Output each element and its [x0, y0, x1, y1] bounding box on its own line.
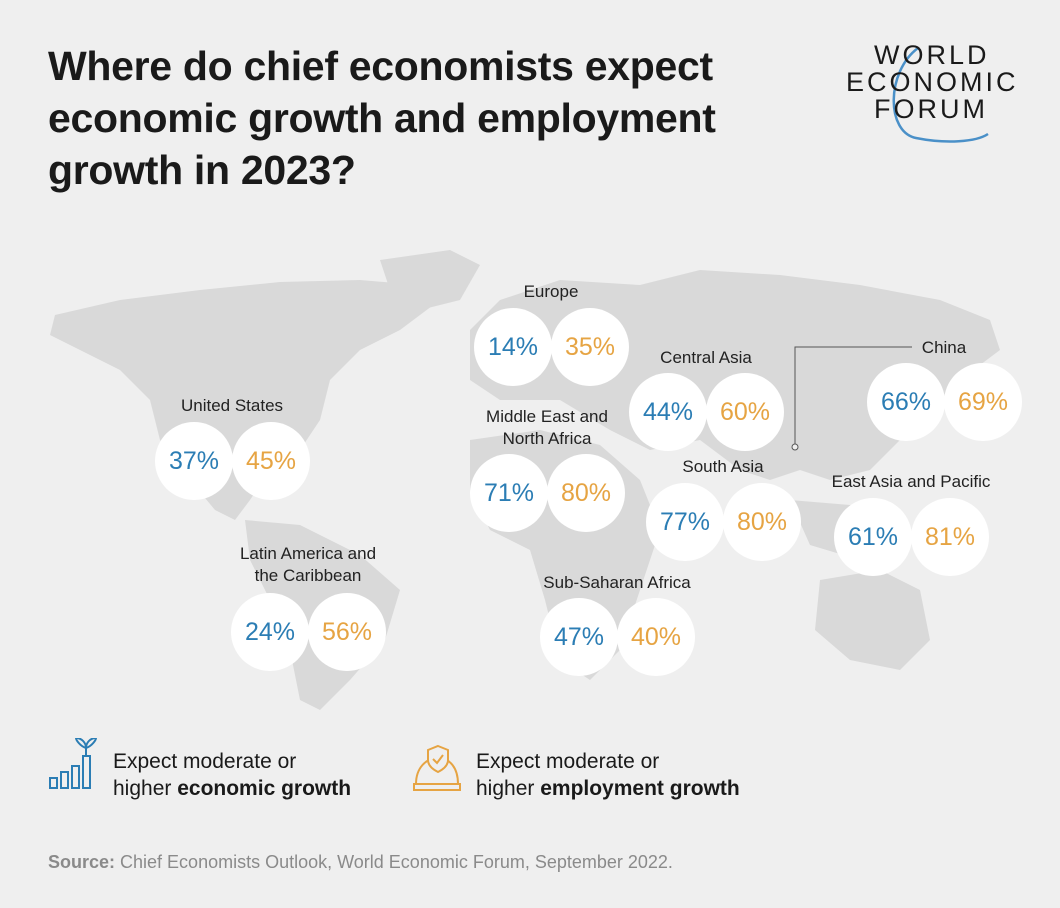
region-label: Latin America and the Caribbean — [239, 544, 377, 585]
legend-economic-bold: economic growth — [177, 777, 352, 800]
region-label: East Asia and Pacific — [831, 472, 991, 491]
economic-growth-bubble: 71% — [470, 454, 548, 532]
legend-economic-text: higher — [113, 777, 178, 800]
source-text: Chief Economists Outlook, World Economic… — [115, 852, 673, 872]
logo-line: WORLD — [874, 40, 990, 70]
logo-line: FORUM — [874, 94, 988, 124]
wef-logo: WORLD ECONOMIC FORUM — [846, 42, 1026, 152]
economic-growth-bubble: 24% — [231, 593, 309, 671]
china-leader-dot — [791, 443, 799, 451]
australia-shape — [815, 570, 930, 670]
greenland-shape — [380, 250, 480, 310]
economic-growth-bubble: 37% — [155, 422, 233, 500]
page-title: Where do chief economists expect economi… — [48, 43, 716, 193]
employment-growth-bubble: 69% — [944, 363, 1022, 441]
employment-growth-bubble: 40% — [617, 598, 695, 676]
source-note: Source: Chief Economists Outlook, World … — [48, 852, 673, 873]
economic-growth-bubble: 47% — [540, 598, 618, 676]
employment-growth-bubble: 80% — [547, 454, 625, 532]
region-label: Sub-Saharan Africa — [543, 573, 691, 592]
legend-employment-bold: employment growth — [540, 777, 740, 800]
region-label: Middle East and North Africa — [486, 407, 608, 448]
economic-growth-bubble: 77% — [646, 483, 724, 561]
employment-growth-bubble: 35% — [551, 308, 629, 386]
region-label: Central Asia — [660, 348, 752, 367]
employment-growth-bubble: 56% — [308, 593, 386, 671]
economic-growth-bubble: 61% — [834, 498, 912, 576]
employment-growth-bubble: 81% — [911, 498, 989, 576]
region-label: United States — [180, 396, 284, 415]
china-leader-line — [794, 346, 912, 447]
employment-growth-bubble: 60% — [706, 373, 784, 451]
employment-growth-bubble: 80% — [723, 483, 801, 561]
north-america-shape — [50, 280, 440, 520]
source-label: Source: — [48, 852, 116, 872]
legend-employment-text: higher — [476, 777, 541, 800]
logo-arc-icon — [892, 47, 989, 143]
economic-growth-bubble: 14% — [474, 308, 552, 386]
employment-growth-bubble: 45% — [232, 422, 310, 500]
logo-line: ECONOMIC — [846, 67, 1019, 97]
region-label: China — [921, 338, 967, 357]
economic-growth-bubble: 44% — [629, 373, 707, 451]
region-label: South Asia — [682, 457, 764, 476]
legend-employment-line1: Expect moderate or — [476, 750, 660, 773]
legend-economic-line1: Expect moderate or — [113, 750, 297, 773]
economic-growth-bubble: 66% — [867, 363, 945, 441]
plant-bar-chart-icon — [49, 738, 98, 789]
region-label: Europe — [523, 282, 579, 301]
hard-hat-shield-icon — [413, 744, 461, 791]
